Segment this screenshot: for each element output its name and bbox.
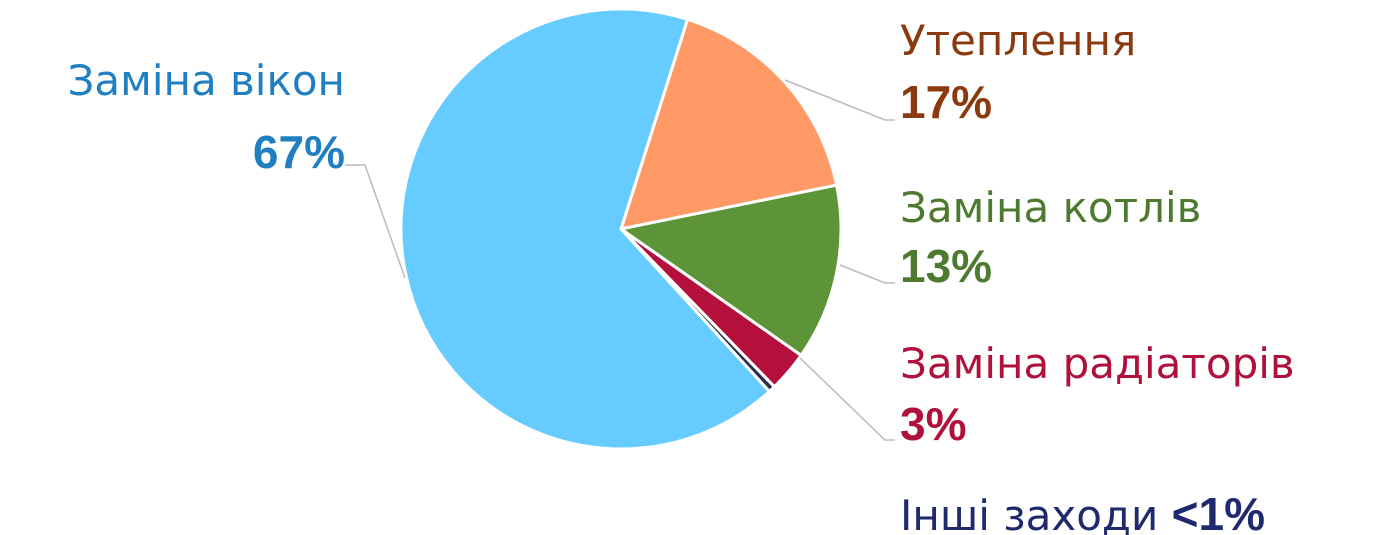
- leader-line: [784, 79, 895, 121]
- slice-label: Заміна радіаторів: [900, 339, 1295, 388]
- pie-slice: [618, 17, 839, 231]
- slice-value-label: 17%: [900, 76, 992, 128]
- leader-line: [799, 357, 895, 441]
- slice-label: Утеплення: [900, 16, 1136, 65]
- leader-line: [839, 264, 895, 284]
- slice-label: Заміна вікон: [67, 56, 345, 105]
- leader-line: [345, 164, 406, 279]
- slice-value-label: 13%: [900, 240, 992, 292]
- slice-value-label: <1%: [1172, 488, 1265, 535]
- slice-value-label: 3%: [900, 398, 966, 450]
- slice-label: Заміна котлів: [900, 183, 1201, 232]
- slice-label: Інші заходи: [900, 491, 1158, 535]
- slice-label-group: Інші заходи <1%: [900, 488, 1265, 535]
- pie-slice: [399, 7, 772, 451]
- slice-value-label: 67%: [253, 126, 345, 178]
- pie-slice: [617, 183, 843, 358]
